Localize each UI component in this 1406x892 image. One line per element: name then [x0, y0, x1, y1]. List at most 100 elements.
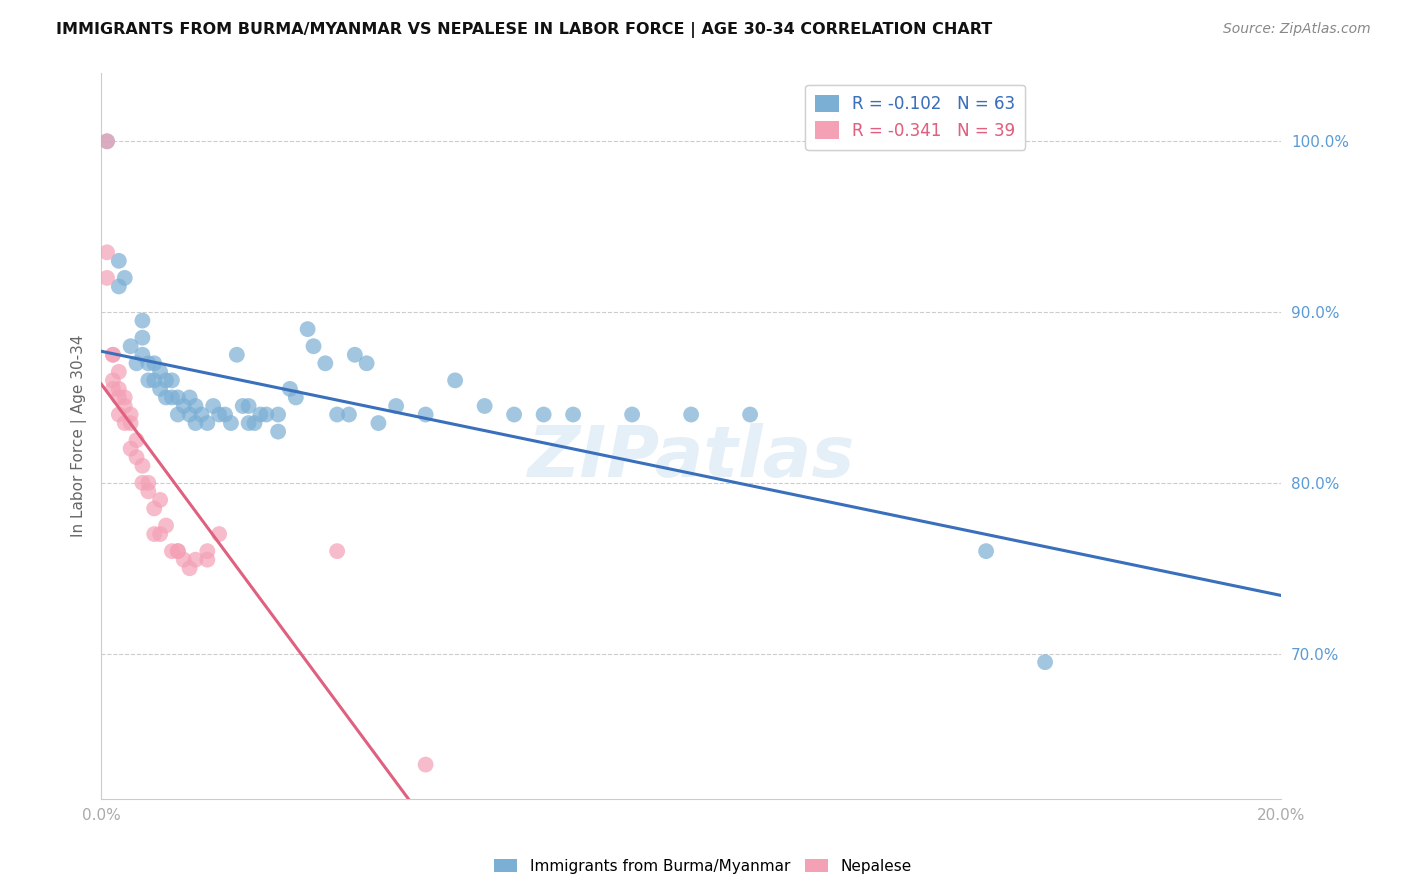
Point: [225, 348, 247, 362]
Point: [143, 527, 166, 541]
Point: [131, 313, 153, 327]
Point: [108, 253, 131, 268]
Point: [385, 399, 408, 413]
Point: [114, 391, 136, 405]
Point: [131, 475, 153, 490]
Point: [219, 416, 242, 430]
Point: [444, 373, 467, 387]
Point: [267, 425, 290, 439]
Text: Source: ZipAtlas.com: Source: ZipAtlas.com: [1223, 22, 1371, 37]
Point: [108, 365, 131, 379]
Point: [208, 408, 231, 422]
Point: [337, 408, 360, 422]
Point: [101, 348, 124, 362]
Point: [114, 399, 136, 413]
Point: [533, 408, 555, 422]
Point: [125, 356, 148, 370]
Point: [114, 416, 136, 430]
Point: [184, 552, 207, 566]
Point: [415, 757, 437, 772]
Point: [195, 552, 218, 566]
Point: [195, 416, 218, 430]
Point: [136, 475, 159, 490]
Point: [267, 408, 290, 422]
Point: [160, 391, 183, 405]
Point: [136, 484, 159, 499]
Point: [415, 408, 437, 422]
Point: [160, 373, 183, 387]
Point: [562, 408, 585, 422]
Point: [114, 271, 136, 285]
Point: [149, 382, 172, 396]
Point: [740, 408, 762, 422]
Point: [208, 527, 231, 541]
Point: [155, 373, 177, 387]
Point: [160, 544, 183, 558]
Point: [254, 408, 277, 422]
Point: [681, 408, 703, 422]
Text: ZIPatlas: ZIPatlas: [527, 423, 855, 492]
Point: [214, 408, 236, 422]
Point: [120, 442, 142, 456]
Point: [131, 458, 153, 473]
Point: [149, 492, 172, 507]
Point: [503, 408, 526, 422]
Point: [108, 382, 131, 396]
Point: [326, 544, 349, 558]
Point: [356, 356, 378, 370]
Point: [120, 416, 142, 430]
Point: [474, 399, 496, 413]
Point: [120, 408, 142, 422]
Point: [343, 348, 366, 362]
Point: [101, 382, 124, 396]
Point: [184, 416, 207, 430]
Point: [621, 408, 644, 422]
Point: [136, 356, 159, 370]
Point: [125, 450, 148, 465]
Point: [179, 408, 201, 422]
Point: [195, 544, 218, 558]
Y-axis label: In Labor Force | Age 30-34: In Labor Force | Age 30-34: [72, 334, 87, 537]
Point: [190, 408, 212, 422]
Point: [108, 279, 131, 293]
Point: [136, 373, 159, 387]
Point: [96, 134, 118, 148]
Point: [120, 339, 142, 353]
Point: [326, 408, 349, 422]
Point: [184, 399, 207, 413]
Point: [149, 365, 172, 379]
Point: [166, 408, 188, 422]
Point: [101, 348, 124, 362]
Point: [166, 544, 188, 558]
Point: [974, 544, 997, 558]
Point: [155, 518, 177, 533]
Point: [131, 331, 153, 345]
Point: [232, 399, 254, 413]
Point: [149, 527, 172, 541]
Point: [367, 416, 389, 430]
Point: [179, 391, 201, 405]
Point: [302, 339, 325, 353]
Point: [143, 501, 166, 516]
Point: [314, 356, 336, 370]
Point: [1033, 655, 1056, 669]
Point: [179, 561, 201, 575]
Point: [155, 391, 177, 405]
Point: [108, 408, 131, 422]
Point: [131, 348, 153, 362]
Point: [96, 245, 118, 260]
Point: [125, 433, 148, 447]
Legend: R = -0.102   N = 63, R = -0.341   N = 39: R = -0.102 N = 63, R = -0.341 N = 39: [806, 85, 1025, 150]
Point: [101, 373, 124, 387]
Point: [238, 416, 260, 430]
Point: [166, 544, 188, 558]
Point: [143, 373, 166, 387]
Point: [238, 399, 260, 413]
Point: [96, 271, 118, 285]
Point: [108, 391, 131, 405]
Point: [249, 408, 271, 422]
Text: IMMIGRANTS FROM BURMA/MYANMAR VS NEPALESE IN LABOR FORCE | AGE 30-34 CORRELATION: IMMIGRANTS FROM BURMA/MYANMAR VS NEPALES…: [56, 22, 993, 38]
Point: [173, 399, 195, 413]
Point: [297, 322, 319, 336]
Legend: Immigrants from Burma/Myanmar, Nepalese: Immigrants from Burma/Myanmar, Nepalese: [488, 853, 918, 880]
